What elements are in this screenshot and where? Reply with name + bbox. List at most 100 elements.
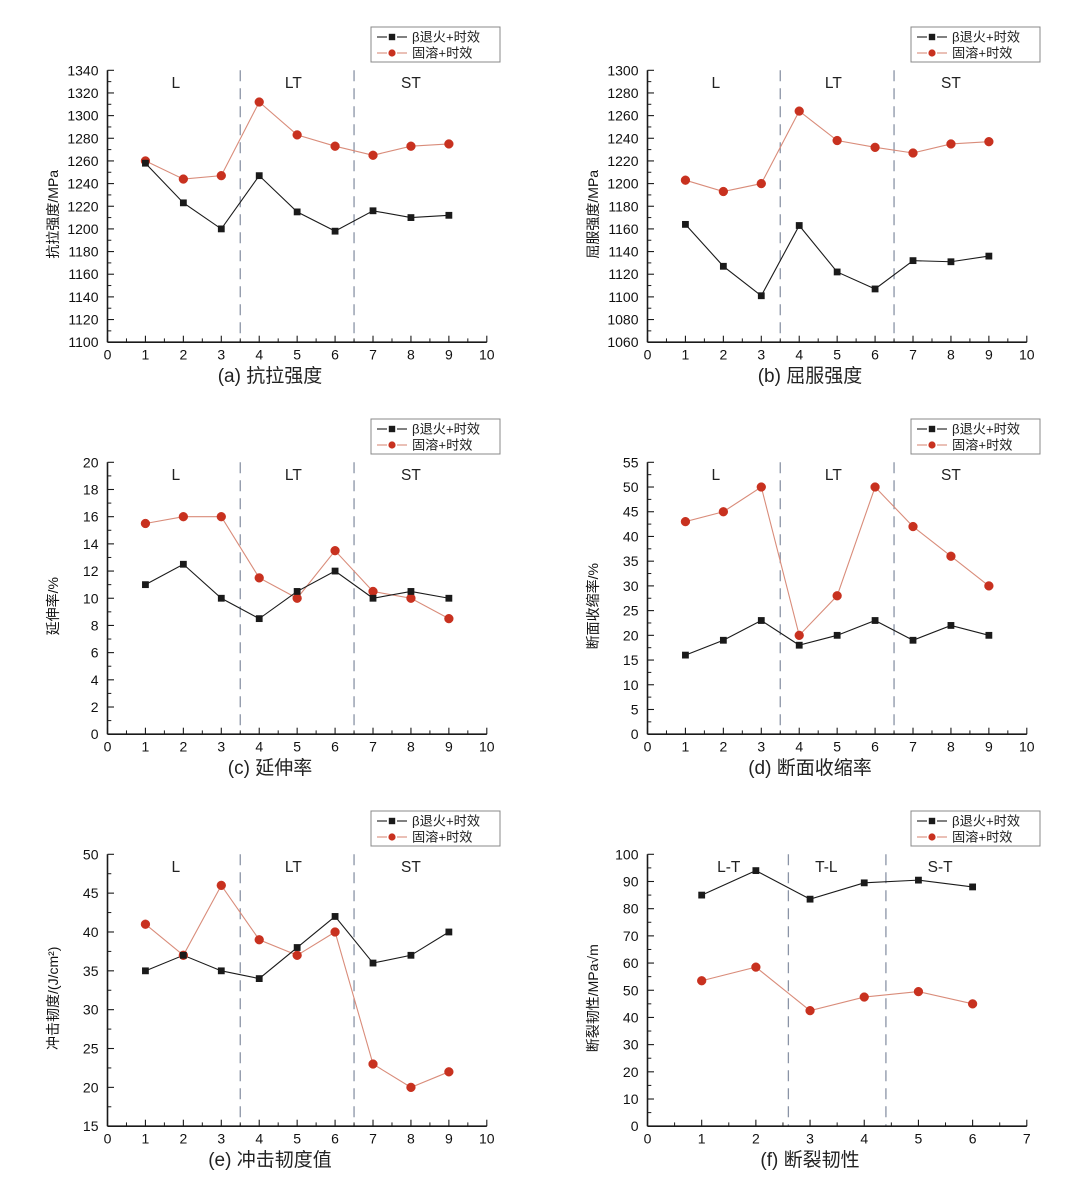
svg-text:1160: 1160 — [608, 221, 638, 237]
svg-text:40: 40 — [83, 924, 99, 940]
svg-text:L: L — [171, 75, 180, 92]
svg-text:S-T: S-T — [928, 859, 954, 876]
svg-text:T-L: T-L — [815, 859, 838, 876]
svg-text:1220: 1220 — [67, 198, 98, 214]
svg-text:30: 30 — [83, 1002, 99, 1018]
svg-text:L: L — [171, 859, 180, 876]
svg-text:LT: LT — [285, 859, 302, 876]
svg-text:1120: 1120 — [608, 266, 638, 282]
svg-text:LT: LT — [285, 75, 302, 92]
svg-text:40: 40 — [623, 528, 639, 544]
svg-text:50: 50 — [623, 982, 639, 998]
svg-text:β退火+时效: β退火+时效 — [952, 30, 1020, 45]
svg-text:1260: 1260 — [67, 153, 98, 169]
svg-text:冲击韧度/(J/cm²): 冲击韧度/(J/cm²) — [45, 947, 61, 1050]
svg-text:β退火+时效: β退火+时效 — [952, 422, 1020, 437]
svg-text:12: 12 — [83, 563, 99, 579]
svg-text:ST: ST — [401, 75, 421, 92]
svg-text:1120: 1120 — [68, 312, 98, 328]
svg-text:4: 4 — [91, 672, 99, 688]
svg-text:1220: 1220 — [607, 153, 638, 169]
svg-text:L: L — [711, 75, 720, 92]
svg-text:20: 20 — [83, 454, 99, 470]
svg-text:1240: 1240 — [607, 130, 638, 146]
svg-text:20: 20 — [623, 1064, 639, 1080]
svg-text:延伸率/%: 延伸率/% — [45, 577, 61, 635]
svg-text:18: 18 — [83, 481, 99, 497]
svg-text:2: 2 — [91, 699, 99, 715]
svg-text:10: 10 — [623, 1091, 639, 1107]
svg-text:固溶+时效: 固溶+时效 — [952, 830, 1012, 845]
svg-text:5: 5 — [631, 701, 639, 717]
svg-text:30: 30 — [623, 578, 639, 594]
svg-text:1280: 1280 — [607, 85, 638, 101]
svg-text:L: L — [711, 467, 720, 484]
svg-text:1140: 1140 — [608, 244, 638, 260]
svg-text:1340: 1340 — [67, 62, 98, 78]
svg-text:6: 6 — [91, 645, 99, 661]
svg-text:20: 20 — [83, 1079, 99, 1095]
svg-text:β退火+时效: β退火+时效 — [412, 422, 480, 437]
svg-text:35: 35 — [83, 963, 99, 979]
svg-text:0: 0 — [91, 726, 99, 742]
svg-text:1060: 1060 — [607, 334, 638, 350]
svg-text:1160: 1160 — [68, 266, 98, 282]
svg-text:30: 30 — [623, 1037, 639, 1053]
svg-text:60: 60 — [623, 955, 639, 971]
svg-text:16: 16 — [83, 509, 99, 525]
svg-text:25: 25 — [83, 1041, 99, 1057]
svg-text:1300: 1300 — [67, 108, 98, 124]
svg-text:15: 15 — [623, 652, 639, 668]
svg-text:屈服强度/MPa: 屈服强度/MPa — [585, 170, 601, 259]
svg-text:1280: 1280 — [67, 130, 98, 146]
svg-text:1140: 1140 — [68, 289, 98, 305]
svg-text:1080: 1080 — [607, 312, 638, 328]
svg-text:ST: ST — [401, 467, 421, 484]
svg-text:LT: LT — [285, 467, 302, 484]
svg-text:1200: 1200 — [67, 221, 98, 237]
svg-text:1300: 1300 — [607, 62, 638, 78]
svg-text:LT: LT — [825, 75, 842, 92]
svg-text:1240: 1240 — [67, 176, 98, 192]
svg-text:45: 45 — [83, 885, 99, 901]
svg-text:1100: 1100 — [608, 289, 638, 305]
svg-text:抗拉强度/MPa: 抗拉强度/MPa — [45, 170, 61, 259]
svg-text:断面收缩率/%: 断面收缩率/% — [585, 563, 601, 649]
svg-text:固溶+时效: 固溶+时效 — [412, 46, 472, 61]
svg-text:50: 50 — [623, 479, 639, 495]
svg-text:LT: LT — [825, 467, 842, 484]
svg-text:100: 100 — [615, 846, 639, 862]
svg-text:ST: ST — [401, 859, 421, 876]
svg-text:L-T: L-T — [717, 859, 741, 876]
svg-text:β退火+时效: β退火+时效 — [952, 814, 1020, 829]
svg-text:35: 35 — [623, 553, 639, 569]
svg-text:1180: 1180 — [608, 198, 638, 214]
svg-text:0: 0 — [631, 726, 639, 742]
svg-text:1200: 1200 — [607, 176, 638, 192]
svg-text:55: 55 — [623, 454, 639, 470]
svg-text:β退火+时效: β退火+时效 — [412, 30, 480, 45]
svg-text:β退火+时效: β退火+时效 — [412, 814, 480, 829]
svg-text:断裂韧性/MPa√m: 断裂韧性/MPa√m — [585, 944, 601, 1052]
svg-text:固溶+时效: 固溶+时效 — [412, 830, 472, 845]
svg-text:25: 25 — [623, 603, 639, 619]
svg-text:90: 90 — [623, 873, 639, 889]
svg-text:40: 40 — [623, 1009, 639, 1025]
svg-text:80: 80 — [623, 901, 639, 917]
svg-text:1260: 1260 — [607, 108, 638, 124]
svg-text:10: 10 — [83, 590, 99, 606]
svg-text:1320: 1320 — [67, 85, 98, 101]
svg-text:14: 14 — [83, 536, 99, 552]
svg-text:1100: 1100 — [68, 334, 98, 350]
svg-text:L: L — [171, 467, 180, 484]
svg-text:ST: ST — [941, 75, 961, 92]
svg-text:固溶+时效: 固溶+时效 — [952, 46, 1012, 61]
svg-text:固溶+时效: 固溶+时效 — [412, 438, 472, 453]
svg-text:ST: ST — [941, 467, 961, 484]
svg-text:固溶+时效: 固溶+时效 — [952, 438, 1012, 453]
svg-text:20: 20 — [623, 627, 639, 643]
svg-text:70: 70 — [623, 928, 639, 944]
svg-text:10: 10 — [623, 677, 639, 693]
svg-text:45: 45 — [623, 504, 639, 520]
svg-text:0: 0 — [631, 1118, 639, 1134]
